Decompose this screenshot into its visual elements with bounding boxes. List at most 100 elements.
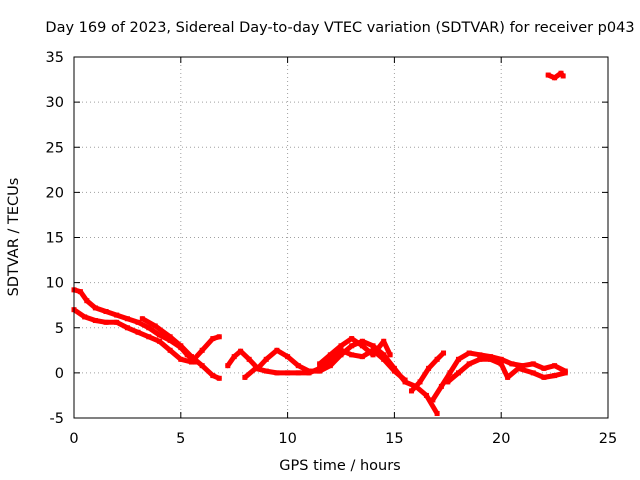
y-tick-label: 0 (55, 366, 64, 382)
grid-lines (74, 57, 608, 418)
data-point (359, 343, 365, 349)
data-point (426, 365, 432, 371)
data-point (552, 363, 558, 369)
y-tick-label: 10 (46, 276, 64, 292)
data-point (498, 361, 504, 367)
data-point (146, 334, 152, 340)
y-tick-label: -5 (50, 411, 64, 427)
x-tick-label: 25 (599, 431, 617, 447)
data-point (488, 354, 494, 360)
data-point (466, 350, 472, 356)
x-tick-label: 10 (278, 431, 296, 447)
x-tick-label: 20 (492, 431, 510, 447)
data-point (199, 363, 205, 369)
y-tick-label: 30 (46, 95, 64, 111)
x-tick-label: 15 (385, 431, 403, 447)
data-point (438, 383, 444, 389)
data-point (552, 373, 558, 379)
data-point (210, 336, 216, 342)
data-point (124, 325, 130, 331)
data-point (295, 363, 301, 369)
data-point (381, 352, 387, 358)
data-point (92, 305, 98, 311)
data-point (146, 325, 152, 331)
data-point (246, 356, 252, 362)
data-point (327, 352, 333, 358)
data-point (434, 356, 440, 362)
y-tick-label: 20 (46, 185, 64, 201)
data-point (349, 343, 355, 349)
y-axis-ticks: -5 0 5 10 15 20 25 30 35 (46, 50, 608, 427)
data-point (242, 374, 248, 380)
data-point (370, 347, 376, 353)
data-point (423, 392, 429, 398)
data-point (558, 70, 564, 76)
data-point (381, 338, 387, 344)
data-point (445, 379, 451, 385)
data-point (545, 72, 551, 78)
x-tick-label: 0 (69, 431, 78, 447)
data-point (188, 359, 194, 365)
y-tick-label: 5 (55, 321, 64, 337)
data-point (285, 370, 291, 376)
data-point (530, 361, 536, 367)
data-point (274, 370, 280, 376)
data-point (178, 356, 184, 362)
y-tick-label: 25 (46, 140, 64, 156)
data-point (408, 388, 414, 394)
data-point (253, 365, 259, 371)
data-point (466, 361, 472, 367)
data-point (488, 356, 494, 362)
data-point (530, 370, 536, 376)
data-point (114, 312, 120, 318)
data-point (263, 356, 269, 362)
data-point (274, 347, 280, 353)
data-point (391, 368, 397, 374)
data-point (103, 309, 109, 315)
data-point (167, 337, 173, 343)
data-point (338, 352, 344, 358)
chart-title: Day 169 of 2023, Sidereal Day-to-day VTE… (45, 20, 634, 36)
data-point (156, 338, 162, 344)
data-point (417, 379, 423, 385)
data-point (370, 343, 376, 349)
y-tick-label: 35 (46, 50, 64, 66)
data-point (238, 348, 244, 354)
data-point (188, 354, 194, 360)
data-point (387, 352, 393, 358)
data-point (327, 356, 333, 362)
data-point (381, 356, 387, 362)
data-point (359, 338, 365, 344)
data-point (541, 374, 547, 380)
x-axis-ticks: 0 5 10 15 20 25 (69, 57, 617, 447)
data-point (199, 347, 205, 353)
y-tick-label: 15 (46, 231, 64, 247)
data-point (263, 368, 269, 374)
data-point (317, 365, 323, 371)
data-point (306, 370, 312, 376)
data-series (71, 70, 568, 416)
data-point (402, 377, 408, 383)
data-point (520, 363, 526, 369)
data-point (139, 316, 145, 322)
data-point (82, 314, 88, 320)
data-point (216, 334, 222, 340)
data-point (135, 319, 141, 325)
data-point (370, 352, 376, 358)
data-point (210, 373, 216, 379)
data-point (434, 410, 440, 416)
data-point (135, 329, 141, 335)
data-point (167, 347, 173, 353)
data-point (92, 318, 98, 324)
data-point (156, 332, 162, 338)
data-point (167, 334, 173, 340)
data-point (562, 370, 568, 376)
x-axis-label: GPS time / hours (279, 458, 400, 474)
data-point (77, 289, 83, 295)
data-point (216, 375, 222, 381)
data-point (560, 73, 566, 79)
data-point (285, 354, 291, 360)
data-point (317, 361, 323, 367)
data-point (338, 347, 344, 353)
data-point (152, 323, 158, 329)
